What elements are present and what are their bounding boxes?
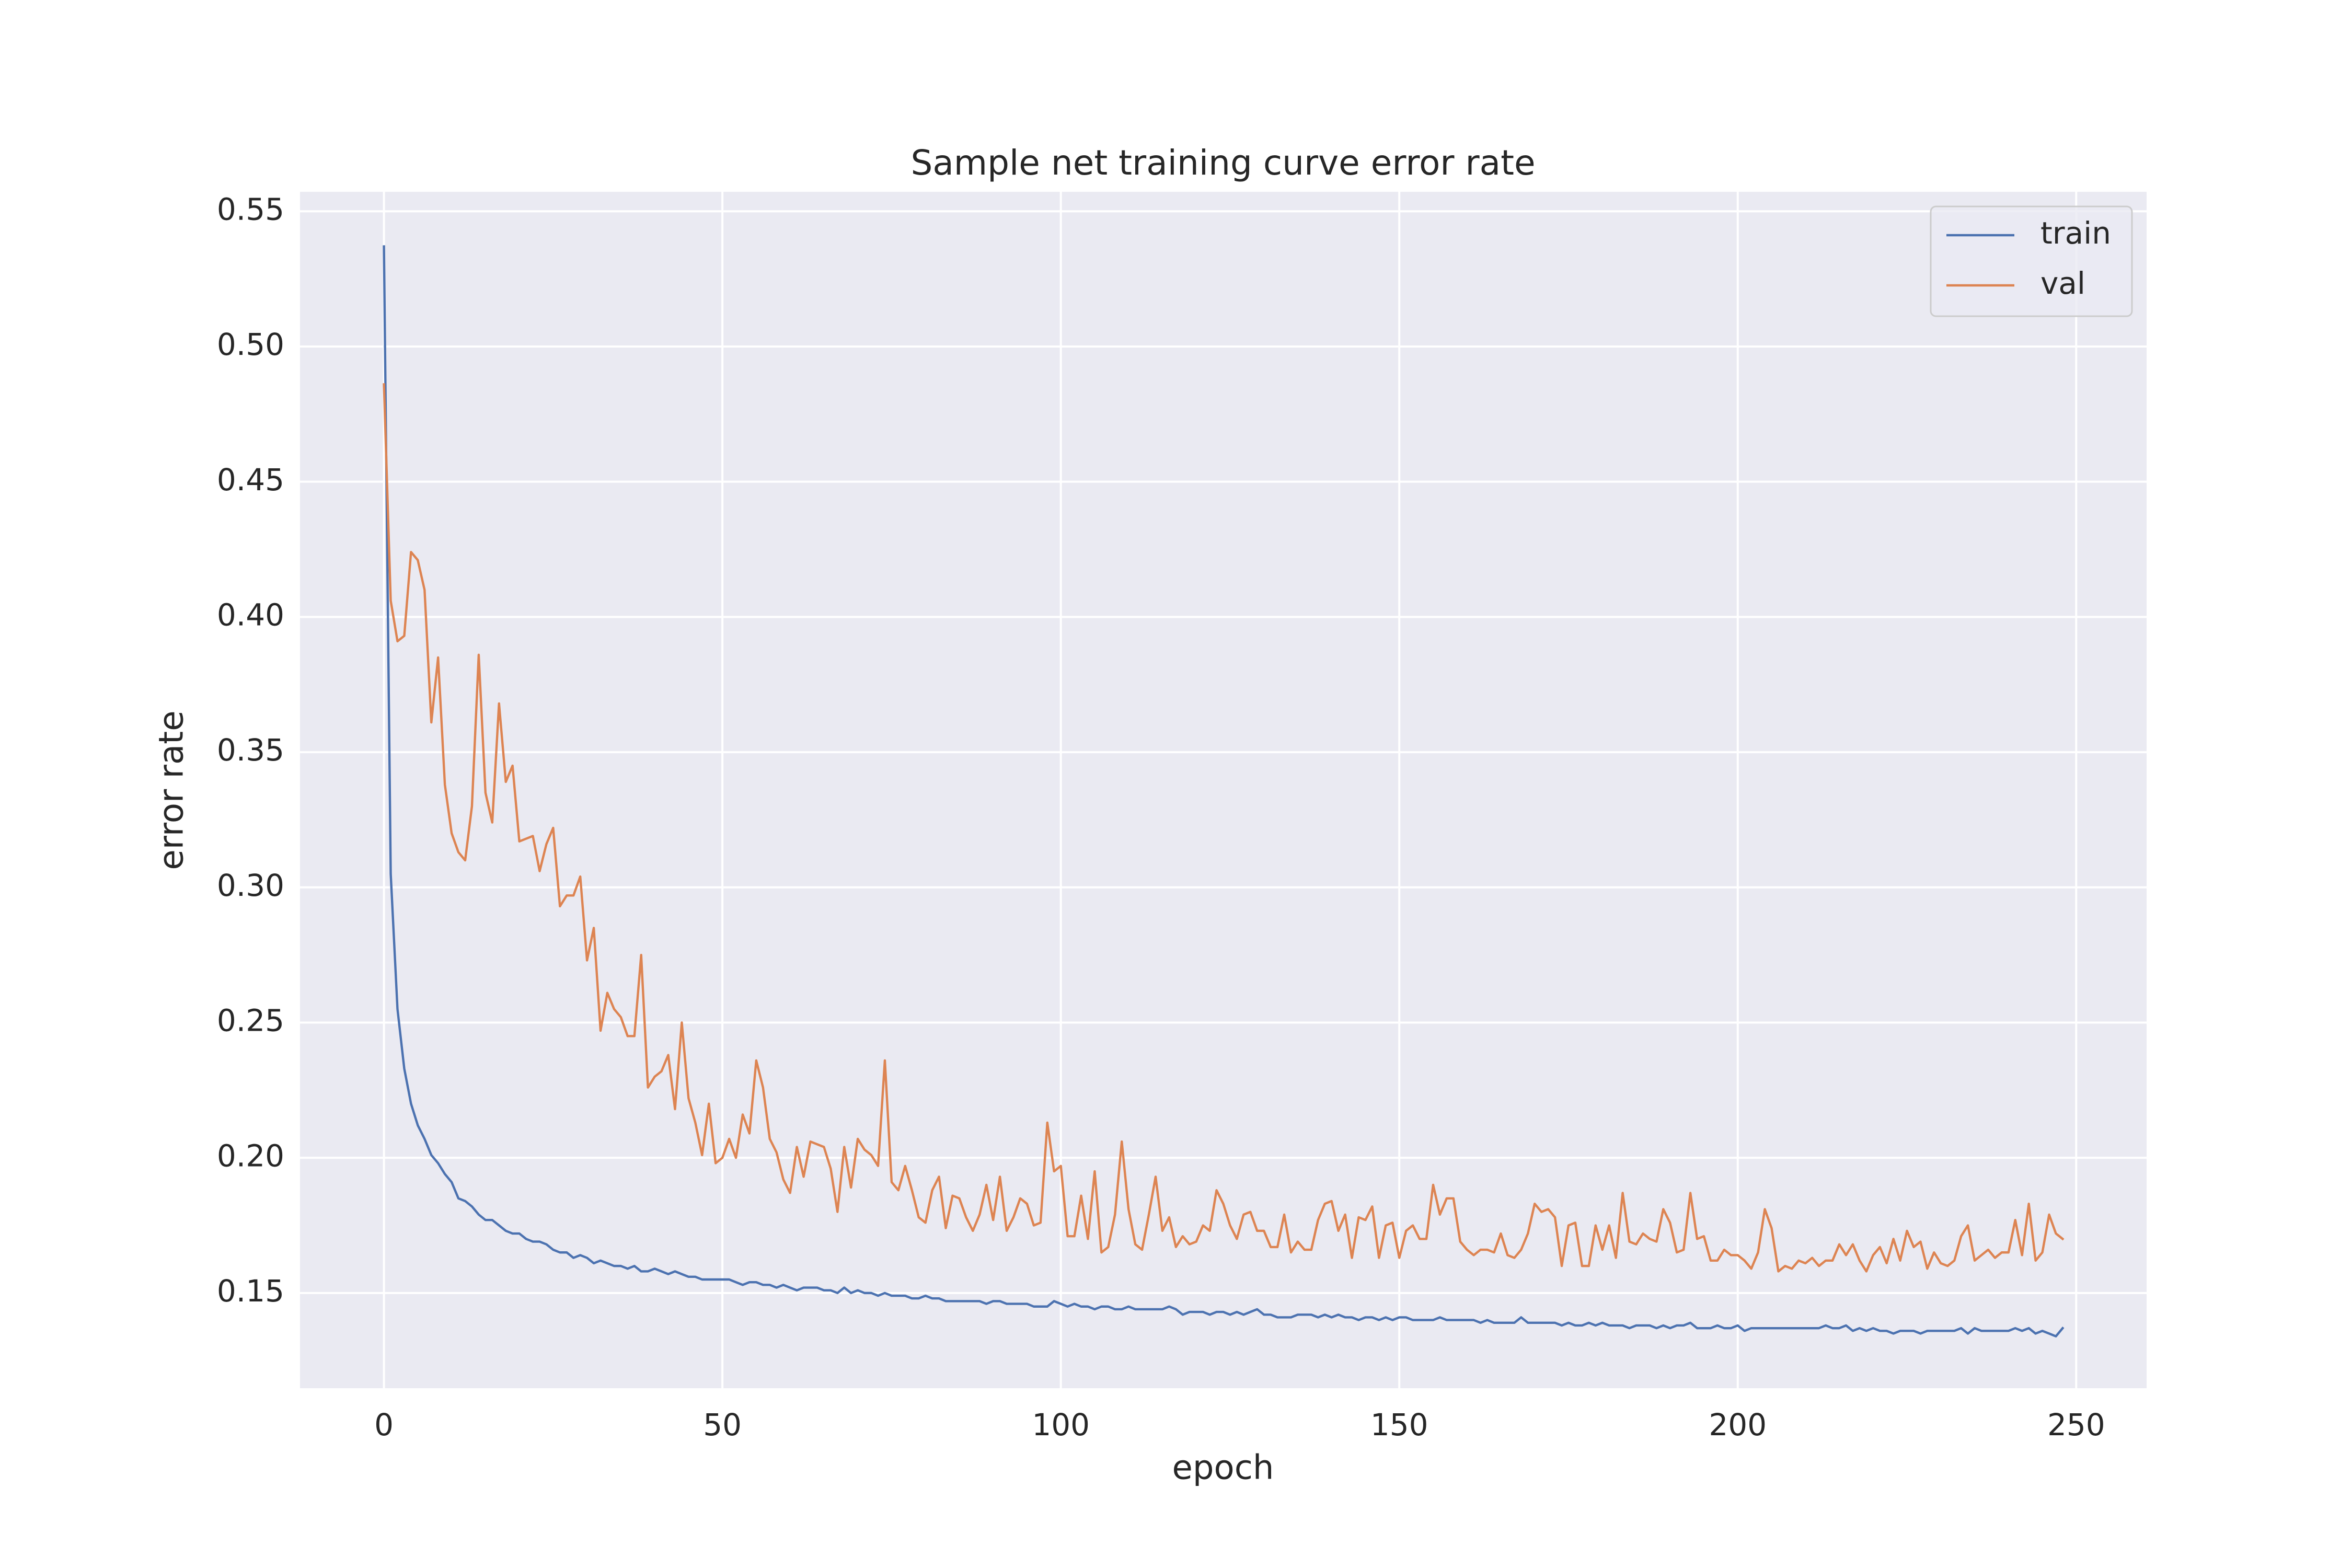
series-line <box>383 383 2065 1273</box>
y-tick-label: 0.50 <box>217 327 284 362</box>
y-tick-label: 0.20 <box>217 1138 284 1173</box>
legend: train val <box>1930 205 2133 317</box>
y-tick-label: 0.55 <box>217 191 284 227</box>
legend-label: train <box>2040 215 2111 251</box>
x-tick-label: 50 <box>703 1407 742 1443</box>
legend-label: val <box>2040 266 2085 301</box>
ticks: 0 50 100 150 200 250 0.15 0.20 0.25 0.30 0.35 0.40 0… <box>217 191 2105 1443</box>
series-line <box>383 245 2065 1338</box>
y-tick-label: 0.30 <box>217 868 284 903</box>
grid <box>300 192 2147 1388</box>
lines <box>383 245 2065 1338</box>
x-tick-label: 150 <box>1370 1407 1428 1443</box>
x-tick-label: 100 <box>1032 1407 1090 1443</box>
y-tick-label: 0.15 <box>217 1273 284 1309</box>
y-tick-label: 0.35 <box>217 732 284 768</box>
plot-area <box>300 192 2147 1388</box>
y-tick-label: 0.45 <box>217 462 284 498</box>
legend-box <box>1930 205 2133 317</box>
y-tick-label: 0.25 <box>217 1003 284 1039</box>
y-axis-label: error rate <box>153 710 191 870</box>
x-tick-label: 200 <box>1709 1407 1767 1443</box>
x-axis-label: epoch <box>1172 1449 1274 1488</box>
chart-title: Sample net training curve error rate <box>910 143 1535 183</box>
y-tick-label: 0.40 <box>217 597 284 632</box>
x-tick-label: 250 <box>2047 1407 2105 1443</box>
x-tick-label: 0 <box>374 1407 394 1443</box>
